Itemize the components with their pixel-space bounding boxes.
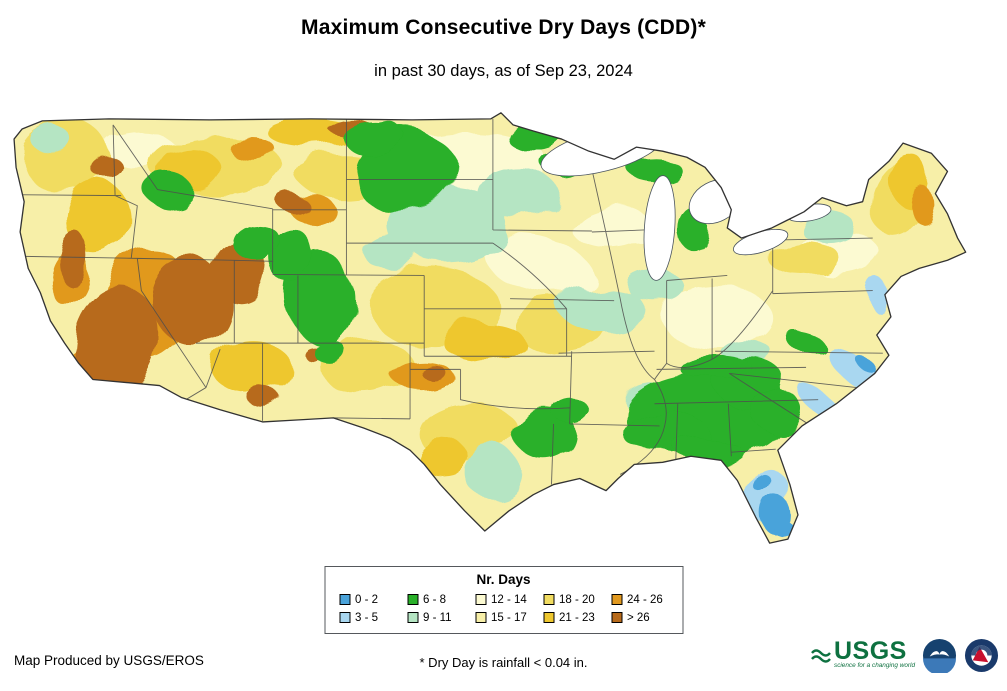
legend-swatch bbox=[339, 594, 350, 605]
legend-item: 6 - 8 bbox=[407, 591, 464, 608]
legend-item: 15 - 17 bbox=[475, 609, 532, 626]
legend-label: 0 - 2 bbox=[355, 593, 379, 606]
legend-item: 3 - 5 bbox=[339, 609, 396, 626]
us-map bbox=[8, 108, 998, 554]
usgs-logo: USGS science for a changing world bbox=[811, 637, 915, 670]
dry-day-note: * Dry Day is rainfall < 0.04 in. bbox=[419, 655, 588, 670]
map-title: Maximum Consecutive Dry Days (CDD)* bbox=[301, 16, 706, 39]
legend-swatch bbox=[339, 612, 350, 623]
legend-swatch bbox=[475, 612, 486, 623]
nws-logo bbox=[964, 638, 999, 673]
legend-label: 24 - 26 bbox=[627, 593, 663, 606]
legend-label: > 26 bbox=[627, 611, 650, 624]
legend-swatch bbox=[543, 612, 554, 623]
legend-swatch bbox=[407, 594, 418, 605]
legend-item: 18 - 20 bbox=[543, 591, 600, 608]
legend-label: 3 - 5 bbox=[355, 611, 379, 624]
conus-outline bbox=[13, 112, 967, 544]
legend-item: 0 - 2 bbox=[339, 591, 396, 608]
map-credit: Map Produced by USGS/EROS bbox=[14, 653, 204, 668]
legend-swatch bbox=[475, 594, 486, 605]
legend-item: > 26 bbox=[611, 609, 668, 626]
legend-item: 24 - 26 bbox=[611, 591, 668, 608]
usgs-logo-text: USGS bbox=[834, 637, 907, 666]
agency-logos: USGS science for a changing world bbox=[811, 638, 999, 673]
state-borders bbox=[14, 118, 883, 485]
legend-title: Nr. Days bbox=[476, 572, 531, 587]
legend-swatch bbox=[611, 612, 622, 623]
us-map-svg bbox=[13, 112, 967, 544]
usgs-logo-tagline: science for a changing world bbox=[834, 662, 915, 670]
legend-swatch bbox=[543, 594, 554, 605]
legend-swatch bbox=[407, 612, 418, 623]
legend-item: 12 - 14 bbox=[475, 591, 532, 608]
legend: Nr. Days 0 - 2 3 - 5 6 - 8 9 - 11 12 - 1… bbox=[324, 566, 683, 634]
legend-label: 9 - 11 bbox=[423, 611, 452, 624]
legend-label: 21 - 23 bbox=[559, 611, 595, 624]
legend-item: 21 - 23 bbox=[543, 609, 600, 626]
legend-grid: 0 - 2 3 - 5 6 - 8 9 - 11 12 - 14 15 - 17… bbox=[339, 591, 668, 626]
legend-label: 6 - 8 bbox=[423, 593, 447, 606]
legend-label: 15 - 17 bbox=[491, 611, 527, 624]
legend-label: 12 - 14 bbox=[491, 593, 527, 606]
noaa-logo bbox=[922, 638, 957, 673]
map-fill-layer bbox=[14, 112, 966, 544]
usgs-wave-icon bbox=[811, 648, 831, 663]
legend-swatch bbox=[611, 594, 622, 605]
legend-item: 9 - 11 bbox=[407, 609, 464, 626]
map-subtitle: in past 30 days, as of Sep 23, 2024 bbox=[374, 62, 633, 80]
legend-label: 18 - 20 bbox=[559, 593, 595, 606]
